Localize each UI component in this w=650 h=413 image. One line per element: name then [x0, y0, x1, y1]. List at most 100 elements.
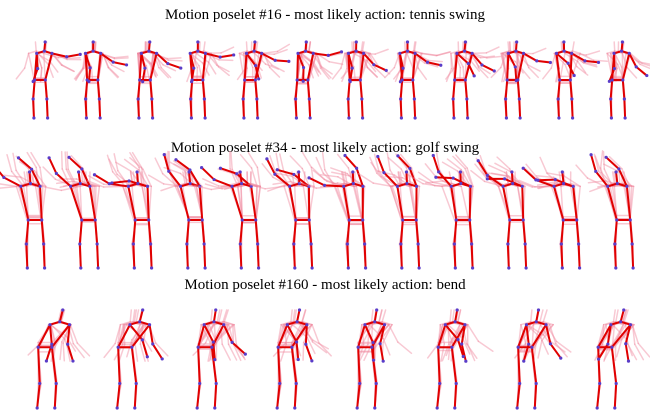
limb [202, 220, 204, 244]
limb [540, 157, 547, 173]
joint [294, 218, 297, 221]
joint [552, 185, 555, 188]
limb [372, 310, 373, 322]
limb [521, 68, 530, 78]
joint [535, 59, 538, 62]
joint [597, 346, 600, 349]
joint [45, 97, 48, 100]
limb [316, 158, 323, 174]
limb [302, 310, 305, 322]
joint [452, 116, 455, 119]
joint [297, 170, 300, 173]
joint [527, 343, 530, 346]
joint [293, 406, 296, 409]
limb [76, 68, 83, 80]
joint [257, 77, 260, 80]
limb [44, 244, 45, 268]
joint [432, 154, 435, 157]
joint [26, 266, 29, 269]
joint [508, 218, 511, 221]
joint [477, 159, 480, 162]
joint [413, 52, 416, 55]
joint [464, 360, 467, 363]
joint [327, 54, 330, 57]
joint [292, 242, 295, 245]
joint [296, 78, 299, 81]
joint [510, 170, 513, 173]
limb [49, 158, 56, 174]
limb [219, 60, 233, 61]
joint [43, 50, 46, 53]
joint [166, 62, 169, 65]
joint [189, 52, 192, 55]
limb [360, 80, 362, 99]
limb [508, 244, 509, 268]
joint [196, 40, 199, 43]
joint [561, 170, 564, 173]
limb [536, 310, 538, 322]
joint [77, 170, 80, 173]
joint [240, 266, 243, 269]
joint [288, 185, 291, 188]
joint [97, 266, 100, 269]
limb [633, 325, 635, 344]
joint [203, 323, 206, 326]
joint [625, 185, 628, 188]
joint [94, 218, 97, 221]
limb [47, 99, 48, 118]
joint [307, 176, 310, 179]
joint [414, 116, 417, 119]
joint [613, 406, 616, 409]
joint [473, 74, 476, 77]
limb [234, 325, 236, 344]
limb [624, 99, 625, 118]
joint [521, 185, 524, 188]
stick-figures [0, 40, 650, 409]
joint [294, 97, 297, 100]
limb [437, 384, 440, 409]
limb [614, 42, 615, 51]
joint [577, 242, 580, 245]
joint [372, 359, 375, 362]
joint [518, 97, 521, 100]
limb [540, 310, 543, 322]
limb [80, 244, 81, 268]
limb [551, 53, 555, 68]
limb [531, 310, 532, 322]
joint [562, 50, 565, 53]
limb [97, 244, 98, 268]
limb [422, 53, 437, 55]
joint [309, 116, 312, 119]
limb [636, 67, 647, 76]
joint [33, 78, 36, 81]
joint [557, 116, 560, 119]
joint [219, 55, 222, 58]
joint [438, 382, 441, 385]
joint [99, 52, 102, 55]
joint [45, 359, 48, 362]
limb [280, 154, 284, 171]
joint [615, 218, 618, 221]
limb [455, 384, 456, 409]
limb [112, 65, 124, 71]
joint [197, 346, 200, 349]
joint [609, 323, 612, 326]
joint [96, 242, 99, 245]
joint [138, 320, 141, 323]
joint [140, 52, 143, 55]
limb [104, 186, 123, 187]
limb [437, 52, 450, 56]
limb [400, 53, 402, 80]
joint [189, 97, 192, 100]
joint [406, 40, 409, 43]
joint [455, 52, 458, 55]
joint [310, 242, 313, 245]
joint [518, 382, 521, 385]
limb [558, 99, 559, 118]
joint [623, 97, 626, 100]
joint [486, 177, 489, 180]
joint [622, 308, 625, 311]
limb [91, 67, 92, 81]
joint [561, 266, 564, 269]
joint [522, 167, 525, 170]
